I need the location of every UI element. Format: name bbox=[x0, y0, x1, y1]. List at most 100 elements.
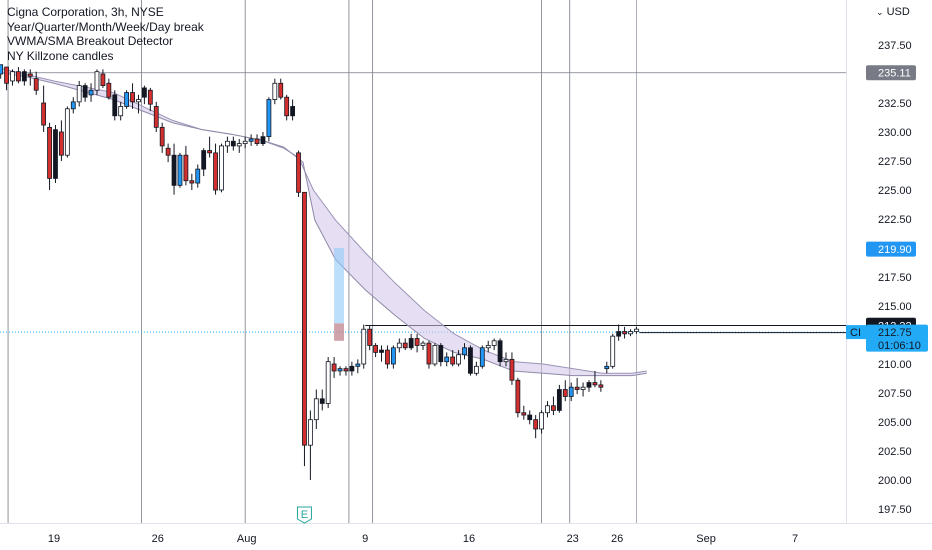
candle-body[interactable] bbox=[106, 82, 112, 98]
candle-body[interactable] bbox=[266, 99, 272, 138]
candle-body[interactable] bbox=[112, 94, 118, 117]
candle-body[interactable] bbox=[562, 389, 568, 397]
candle-body[interactable] bbox=[88, 89, 94, 96]
earnings-event-icon[interactable] bbox=[296, 506, 312, 524]
price-axis[interactable] bbox=[847, 0, 932, 550]
candle-body[interactable] bbox=[189, 180, 195, 184]
candle-body[interactable] bbox=[509, 358, 515, 381]
candle-body[interactable] bbox=[468, 347, 473, 374]
candle-body[interactable] bbox=[379, 349, 384, 353]
candle-body[interactable] bbox=[302, 191, 307, 446]
candle-body[interactable] bbox=[462, 347, 467, 356]
candle-body[interactable] bbox=[33, 78, 39, 91]
candle-body[interactable] bbox=[485, 345, 491, 349]
candle-body[interactable] bbox=[408, 338, 414, 349]
candle-body[interactable] bbox=[385, 349, 390, 365]
candle-body[interactable] bbox=[224, 140, 230, 147]
candle-body[interactable] bbox=[616, 331, 622, 337]
candle-body[interactable] bbox=[76, 85, 82, 103]
candle-body[interactable] bbox=[16, 71, 21, 82]
candle-body[interactable] bbox=[432, 345, 438, 365]
candle-body[interactable] bbox=[319, 398, 325, 404]
candle-body[interactable] bbox=[236, 143, 242, 147]
candle-body[interactable] bbox=[580, 386, 586, 390]
candle-body[interactable] bbox=[313, 398, 319, 421]
time-axis[interactable] bbox=[0, 523, 932, 550]
candle-body[interactable] bbox=[147, 89, 153, 105]
candle-body[interactable] bbox=[254, 138, 260, 145]
candle-body[interactable] bbox=[82, 85, 88, 98]
candle-body[interactable] bbox=[586, 382, 592, 388]
candle-body[interactable] bbox=[153, 106, 159, 128]
candle-body[interactable] bbox=[497, 340, 503, 363]
candle-body[interactable] bbox=[165, 147, 171, 156]
candle-body[interactable] bbox=[592, 382, 598, 386]
candle-body[interactable] bbox=[195, 168, 201, 184]
candle-body[interactable] bbox=[610, 335, 616, 367]
candle-body[interactable] bbox=[551, 405, 556, 411]
candle-body[interactable] bbox=[130, 92, 135, 103]
candle-body[interactable] bbox=[521, 412, 527, 416]
candle-body[interactable] bbox=[124, 92, 130, 107]
candle-body[interactable] bbox=[142, 87, 147, 98]
candle-body[interactable] bbox=[390, 347, 396, 365]
candle-body[interactable] bbox=[515, 379, 521, 414]
candle-body[interactable] bbox=[396, 342, 402, 349]
currency-label[interactable]: ⌄ USD bbox=[876, 6, 910, 18]
candle-body[interactable] bbox=[527, 414, 533, 421]
candle-body[interactable] bbox=[361, 328, 367, 365]
candle-body[interactable] bbox=[94, 71, 100, 91]
candle-body[interactable] bbox=[473, 365, 479, 374]
candle-body[interactable] bbox=[634, 328, 639, 332]
candle-body[interactable] bbox=[248, 138, 254, 142]
candle-body[interactable] bbox=[355, 363, 361, 367]
candle-body[interactable] bbox=[207, 150, 213, 154]
candle-body[interactable] bbox=[539, 412, 544, 430]
candle-body[interactable] bbox=[242, 140, 248, 144]
candle-body[interactable] bbox=[568, 386, 574, 397]
candle-body[interactable] bbox=[402, 342, 408, 349]
candle-body[interactable] bbox=[337, 368, 343, 372]
candle-body[interactable] bbox=[325, 361, 331, 404]
candle-body[interactable] bbox=[426, 342, 432, 365]
candle-body[interactable] bbox=[260, 136, 266, 144]
candle-body[interactable] bbox=[118, 106, 124, 117]
candle-body[interactable] bbox=[4, 66, 9, 84]
candle-body[interactable] bbox=[296, 152, 301, 193]
candle-body[interactable] bbox=[41, 102, 47, 126]
candle-body[interactable] bbox=[414, 338, 420, 346]
candle-body[interactable] bbox=[100, 73, 106, 86]
candle-body[interactable] bbox=[136, 99, 141, 103]
candle-body[interactable] bbox=[284, 96, 290, 117]
candle-body[interactable] bbox=[278, 82, 284, 98]
candle-body[interactable] bbox=[444, 356, 450, 363]
candle-body[interactable] bbox=[183, 154, 189, 182]
candle-body[interactable] bbox=[53, 129, 58, 179]
candle-body[interactable] bbox=[47, 126, 52, 179]
candle-body[interactable] bbox=[349, 365, 355, 372]
candle-body[interactable] bbox=[213, 152, 218, 191]
candle-body[interactable] bbox=[456, 354, 461, 365]
candle-body[interactable] bbox=[59, 131, 64, 156]
candle-body[interactable] bbox=[171, 154, 177, 186]
candle-body[interactable] bbox=[10, 71, 15, 82]
candle-body[interactable] bbox=[479, 347, 485, 367]
candle-body[interactable] bbox=[331, 363, 337, 372]
candle-body[interactable] bbox=[307, 419, 313, 446]
candle-body[interactable] bbox=[622, 331, 627, 335]
candle-body[interactable] bbox=[604, 365, 610, 370]
candle-body[interactable] bbox=[545, 405, 550, 414]
candle-body[interactable] bbox=[343, 368, 349, 372]
candle-body[interactable] bbox=[628, 331, 633, 335]
candle-body[interactable] bbox=[177, 154, 183, 186]
candle-body[interactable] bbox=[574, 386, 580, 390]
candle-body[interactable] bbox=[420, 342, 426, 346]
candle-body[interactable] bbox=[290, 106, 296, 117]
candle-body[interactable] bbox=[373, 345, 378, 353]
candle-body[interactable] bbox=[598, 384, 604, 388]
candle-body[interactable] bbox=[491, 340, 497, 346]
candle-body[interactable] bbox=[159, 126, 165, 147]
candle-body[interactable] bbox=[230, 140, 236, 147]
candle-body[interactable] bbox=[272, 82, 278, 100]
